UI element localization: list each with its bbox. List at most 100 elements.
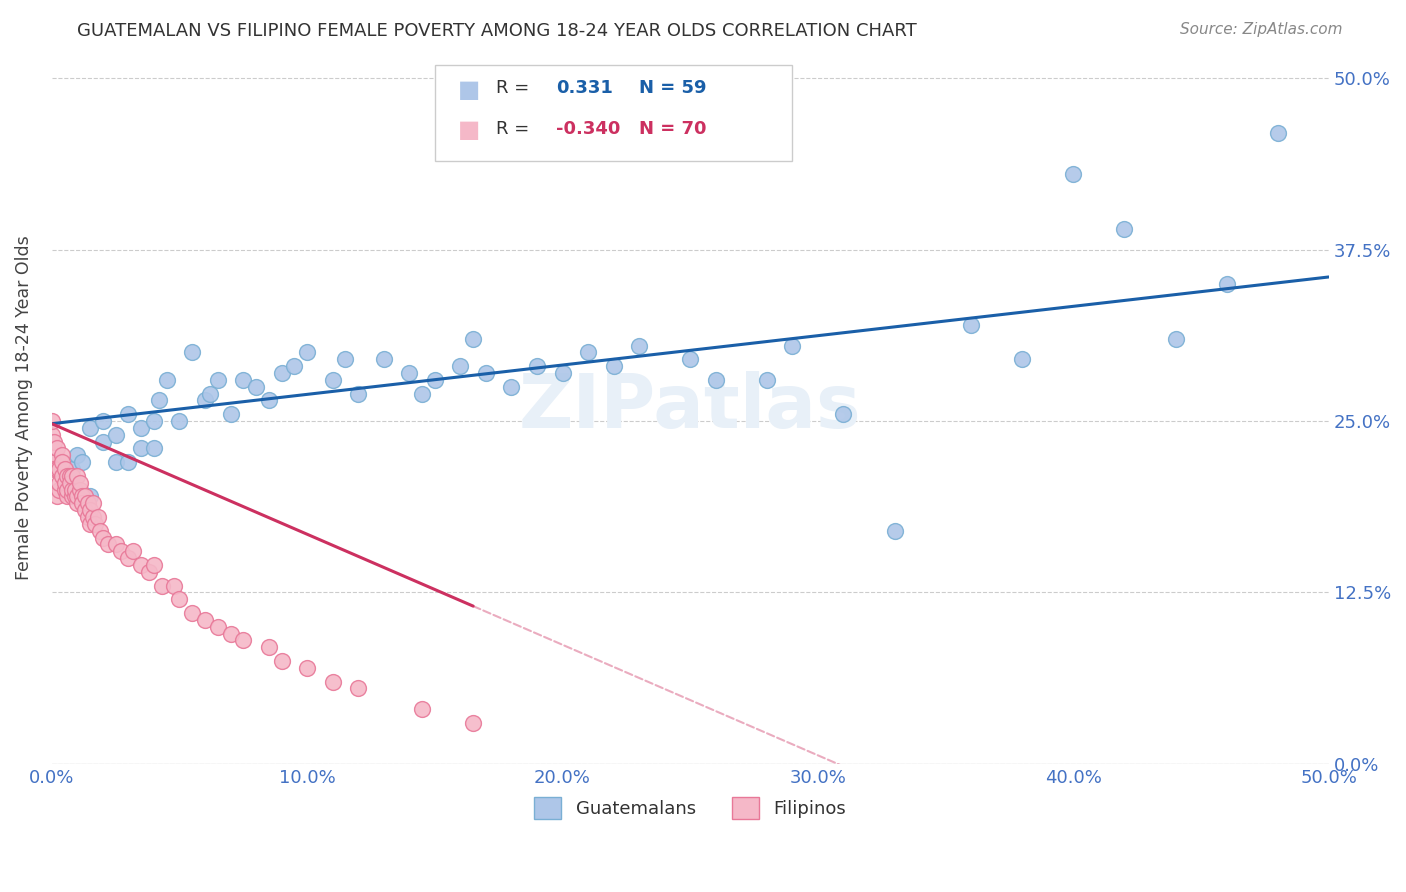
Point — [138, 565, 160, 579]
Point — [41, 414, 63, 428]
Point — [53, 462, 76, 476]
Text: 0.331: 0.331 — [557, 79, 613, 97]
Point — [104, 455, 127, 469]
Point — [76, 496, 98, 510]
Point — [129, 442, 152, 456]
Point — [48, 483, 70, 497]
Point — [69, 483, 91, 497]
Point — [56, 468, 79, 483]
Point — [44, 455, 66, 469]
Point — [449, 359, 471, 373]
Point — [72, 496, 94, 510]
Point — [51, 448, 73, 462]
Point — [66, 489, 89, 503]
Point — [129, 421, 152, 435]
Point — [295, 661, 318, 675]
Point — [150, 578, 173, 592]
Point — [44, 462, 66, 476]
Point — [56, 483, 79, 497]
Point — [63, 489, 86, 503]
Point — [257, 393, 280, 408]
Point — [322, 373, 344, 387]
Point — [110, 544, 132, 558]
Point — [66, 496, 89, 510]
Point — [45, 442, 67, 456]
Point — [219, 407, 242, 421]
Point — [283, 359, 305, 373]
Point — [148, 393, 170, 408]
Point — [122, 544, 145, 558]
Point — [51, 468, 73, 483]
Point — [423, 373, 446, 387]
Point — [960, 318, 983, 332]
Point — [117, 551, 139, 566]
Point — [1062, 167, 1084, 181]
Point — [91, 414, 114, 428]
Point — [51, 455, 73, 469]
Point — [117, 407, 139, 421]
Point — [463, 332, 485, 346]
Point — [245, 379, 267, 393]
Point — [207, 620, 229, 634]
Point — [1011, 352, 1033, 367]
Point — [576, 345, 599, 359]
Point — [44, 434, 66, 449]
Point — [79, 503, 101, 517]
Point — [198, 386, 221, 401]
Point — [142, 558, 165, 572]
Point — [117, 455, 139, 469]
Point — [347, 681, 370, 696]
Point — [84, 516, 107, 531]
Point — [45, 489, 67, 503]
Point — [335, 352, 357, 367]
Point — [1114, 222, 1136, 236]
Point — [76, 510, 98, 524]
Point — [679, 352, 702, 367]
Point — [72, 455, 94, 469]
Point — [142, 414, 165, 428]
Point — [219, 626, 242, 640]
Point — [53, 483, 76, 497]
Text: R =: R = — [496, 120, 530, 138]
FancyBboxPatch shape — [434, 65, 793, 161]
Point — [142, 442, 165, 456]
Point — [163, 578, 186, 592]
Point — [475, 366, 498, 380]
Point — [322, 674, 344, 689]
Point — [207, 373, 229, 387]
Point — [87, 510, 110, 524]
Text: GUATEMALAN VS FILIPINO FEMALE POVERTY AMONG 18-24 YEAR OLDS CORRELATION CHART: GUATEMALAN VS FILIPINO FEMALE POVERTY AM… — [77, 22, 917, 40]
Point — [526, 359, 548, 373]
Point — [104, 537, 127, 551]
Text: ■: ■ — [458, 78, 481, 102]
Point — [551, 366, 574, 380]
Point — [79, 421, 101, 435]
Point — [832, 407, 855, 421]
Text: -0.340: -0.340 — [557, 120, 620, 138]
Legend: Guatemalans, Filipinos: Guatemalans, Filipinos — [527, 789, 853, 826]
Point — [60, 483, 83, 497]
Point — [194, 393, 217, 408]
Point — [232, 373, 254, 387]
Point — [53, 483, 76, 497]
Point — [883, 524, 905, 538]
Point — [104, 427, 127, 442]
Point — [602, 359, 624, 373]
Point — [53, 475, 76, 490]
Point — [79, 489, 101, 503]
Point — [73, 503, 96, 517]
Point — [63, 483, 86, 497]
Text: N = 70: N = 70 — [640, 120, 707, 138]
Point — [48, 462, 70, 476]
Point — [60, 468, 83, 483]
Point — [41, 455, 63, 469]
Point — [628, 338, 651, 352]
Point — [295, 345, 318, 359]
Point — [56, 489, 79, 503]
Point — [270, 654, 292, 668]
Text: R =: R = — [496, 79, 530, 97]
Point — [755, 373, 778, 387]
Point — [45, 462, 67, 476]
Text: ZIPatlas: ZIPatlas — [519, 371, 862, 443]
Point — [60, 462, 83, 476]
